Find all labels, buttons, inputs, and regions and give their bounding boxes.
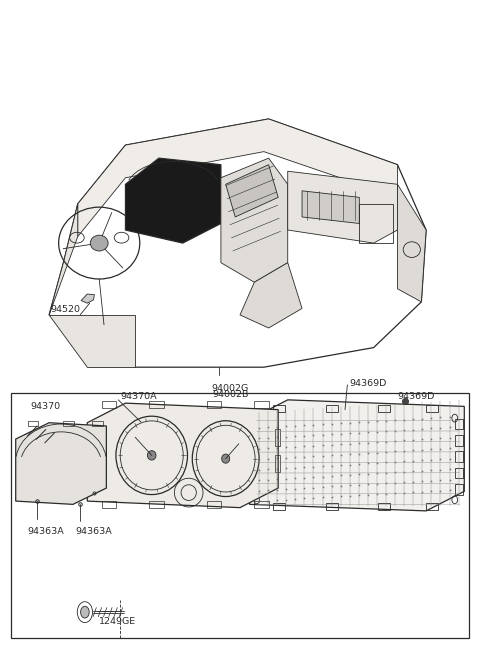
Polygon shape bbox=[125, 158, 221, 243]
Bar bbox=[455, 419, 463, 429]
Bar bbox=[455, 451, 463, 462]
Bar bbox=[254, 501, 269, 508]
Bar bbox=[378, 503, 390, 510]
Polygon shape bbox=[288, 171, 397, 243]
Ellipse shape bbox=[81, 606, 89, 618]
Polygon shape bbox=[250, 400, 464, 511]
Bar bbox=[149, 501, 164, 508]
Bar bbox=[426, 405, 438, 411]
Bar bbox=[28, 420, 38, 426]
Polygon shape bbox=[226, 165, 278, 217]
Bar bbox=[378, 405, 390, 411]
Bar bbox=[11, 394, 469, 638]
Bar bbox=[275, 429, 280, 445]
Bar bbox=[102, 401, 116, 407]
Polygon shape bbox=[397, 184, 426, 302]
Bar bbox=[326, 405, 338, 411]
Polygon shape bbox=[49, 204, 78, 315]
Text: 94369D: 94369D bbox=[397, 392, 435, 401]
Bar bbox=[455, 435, 463, 445]
Bar bbox=[92, 420, 103, 426]
Bar bbox=[455, 468, 463, 478]
Polygon shape bbox=[240, 262, 302, 328]
Polygon shape bbox=[49, 315, 135, 367]
Ellipse shape bbox=[147, 451, 156, 460]
Bar bbox=[206, 401, 221, 407]
Polygon shape bbox=[81, 294, 95, 303]
Polygon shape bbox=[78, 119, 397, 237]
Polygon shape bbox=[302, 191, 360, 224]
Bar bbox=[149, 401, 164, 407]
Ellipse shape bbox=[90, 236, 108, 251]
Bar bbox=[426, 503, 438, 510]
Bar bbox=[326, 503, 338, 510]
Polygon shape bbox=[221, 158, 288, 282]
Bar bbox=[102, 501, 116, 508]
Text: 1249GE: 1249GE bbox=[99, 617, 136, 626]
Bar bbox=[254, 401, 269, 407]
Bar bbox=[274, 503, 285, 510]
Bar bbox=[360, 204, 393, 243]
Bar bbox=[275, 455, 280, 472]
Bar bbox=[455, 484, 463, 495]
Text: 94363A: 94363A bbox=[28, 527, 64, 536]
Text: 94363A: 94363A bbox=[75, 527, 112, 536]
Bar bbox=[63, 420, 74, 426]
Polygon shape bbox=[87, 403, 278, 508]
Bar bbox=[206, 501, 221, 508]
Text: 94370A: 94370A bbox=[120, 392, 157, 401]
Text: 94002B: 94002B bbox=[212, 390, 249, 399]
Ellipse shape bbox=[222, 454, 230, 463]
Bar bbox=[274, 405, 285, 411]
Text: 94520: 94520 bbox=[51, 305, 81, 314]
Text: 94369D: 94369D bbox=[350, 379, 387, 388]
Polygon shape bbox=[16, 422, 107, 504]
Text: 94002G: 94002G bbox=[212, 384, 249, 392]
Text: 94370: 94370 bbox=[30, 402, 60, 411]
